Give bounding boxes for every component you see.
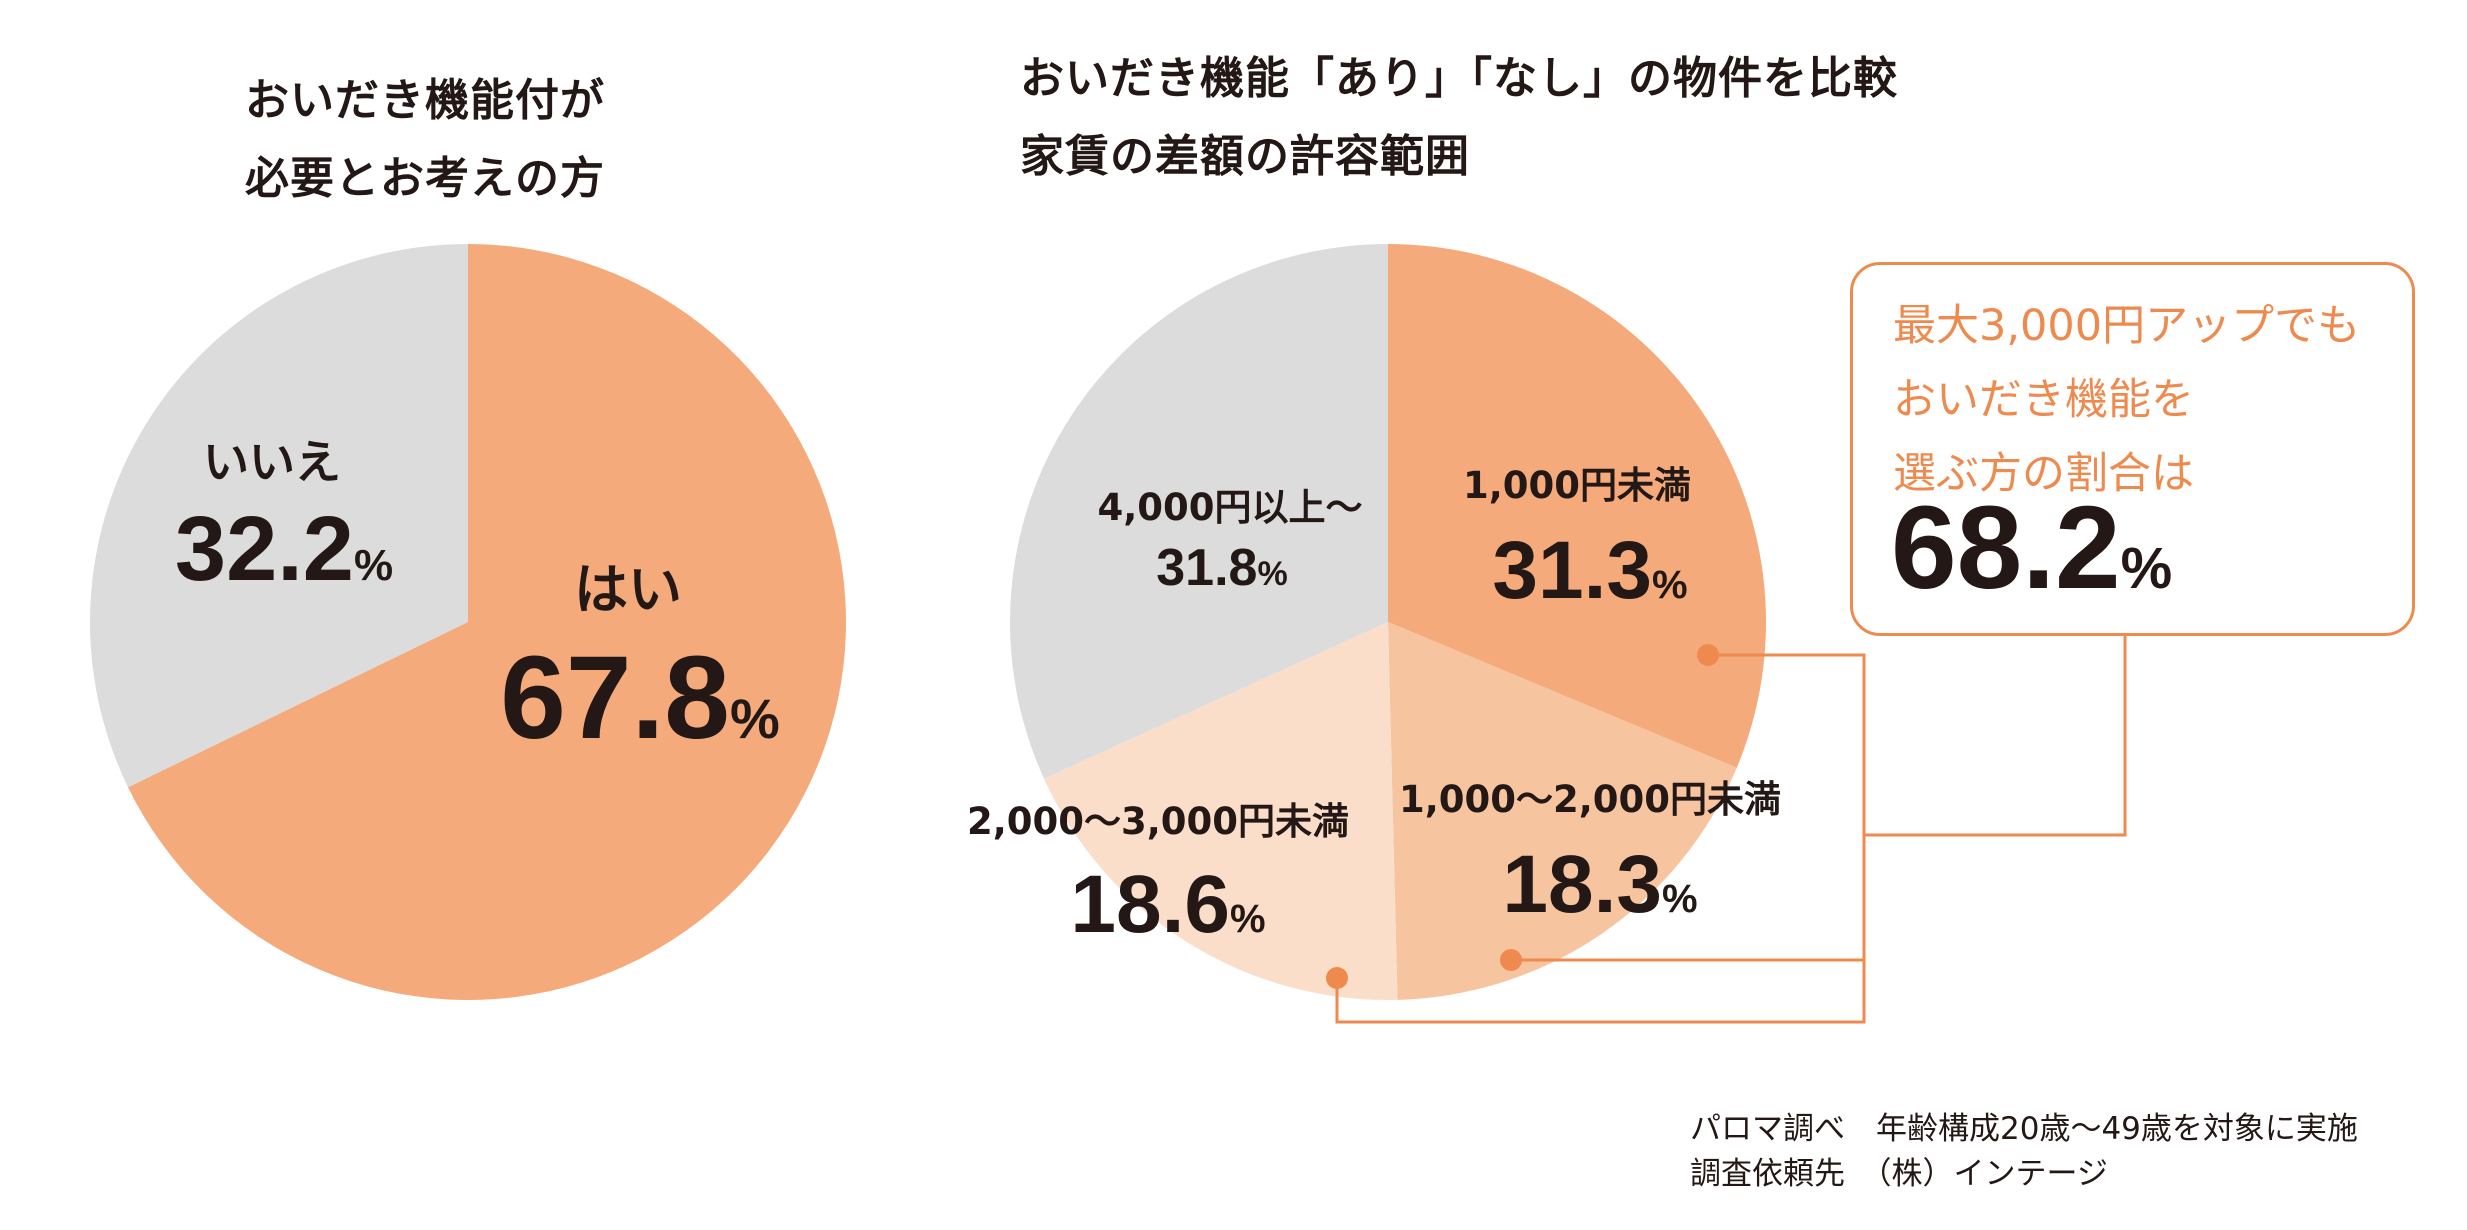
chart2-slice-4-value: 31.8% [1156, 539, 1287, 597]
chart1-title-line-2: 必要とお考えの方 [245, 153, 605, 204]
pie-slice-4 [1010, 244, 1388, 779]
chart1-slice-1-unit: % [730, 687, 780, 750]
callout-value-unit: % [2120, 536, 2173, 601]
chart2-title-line-1: おいだき機能「あり」「なし」の物件を比較 [1020, 53, 1898, 104]
chart1-slice-2-value: 32.2% [175, 498, 393, 600]
pie-chart-2 [1010, 244, 1766, 1000]
pie-slice-1 [128, 244, 846, 1000]
leader-line-callout [1864, 634, 2127, 837]
chart1-slice-2-label: いいえ [203, 435, 341, 489]
callout-line-2: おいだき機能を [1893, 375, 2194, 425]
pie-slice-1 [1388, 244, 1766, 768]
callout-leader-lines [1326, 634, 2127, 1024]
pie-chart-1 [89, 244, 846, 1000]
chart2-slice-2-unit: % [1662, 877, 1698, 921]
pie-slice-2 [1388, 622, 1737, 1000]
callout-box: 最大3,000円アップでも おいだき機能を 選ぶ方の割合は 68.2% [1850, 262, 2415, 636]
chart1-slice-2-unit: % [354, 541, 393, 590]
chart2-slice-2-label: 1,000〜2,000円未満 [1399, 778, 1781, 821]
source-line-1: パロマ調べ 年齢構成20歳〜49歳を対象に実施 [1690, 1111, 2358, 1147]
pie-slice-3 [1043, 622, 1398, 1000]
chart1-slice-1-label: はい [574, 558, 682, 621]
chart2-slice-1-label: 1,000円未満 [1463, 464, 1691, 507]
callout-line-1: 最大3,000円アップでも [1893, 301, 2361, 351]
leader-line-main [1335, 653, 1866, 1024]
chart2-slice-3-label: 2,000〜3,000円未満 [967, 800, 1349, 843]
callout-line-3: 選ぶ方の割合は [1893, 449, 2194, 499]
chart2-slice-3-unit: % [1230, 897, 1266, 941]
chart2-slice-4-label: 4,000円以上〜 [1097, 486, 1362, 529]
chart2-title: おいだき機能「あり」「なし」の物件を比較 家賃の差額の許容範囲 [1020, 40, 1898, 196]
chart2-slice-2-value: 18.3% [1502, 839, 1697, 930]
chart2-title-line-2: 家賃の差額の許容範囲 [1020, 131, 1470, 182]
chart2-slice-3-value: 18.6% [1070, 859, 1265, 950]
chart1-title-line-1: おいだき機能付が [245, 75, 605, 126]
source-line-2: 調査依頼先 （株）インテージ [1690, 1156, 2108, 1192]
chart1-title: おいだき機能付が 必要とお考えの方 [245, 62, 605, 218]
pie-labels: はい 67.8% いいえ 32.2% 1,000円未満 31.3% 1,000〜2,000円… [175, 435, 1781, 950]
chart2-slice-1-value: 31.3% [1492, 525, 1687, 616]
callout-value: 68.2% [1891, 483, 2172, 634]
chart2-slice-4-unit: % [1257, 555, 1287, 593]
pie-slice-2 [89, 244, 469, 788]
chart2-slice-1-unit: % [1652, 563, 1688, 607]
chart1-slice-1-value: 67.8% [500, 632, 779, 764]
callout-value-number: 68.2 [1891, 482, 2121, 614]
